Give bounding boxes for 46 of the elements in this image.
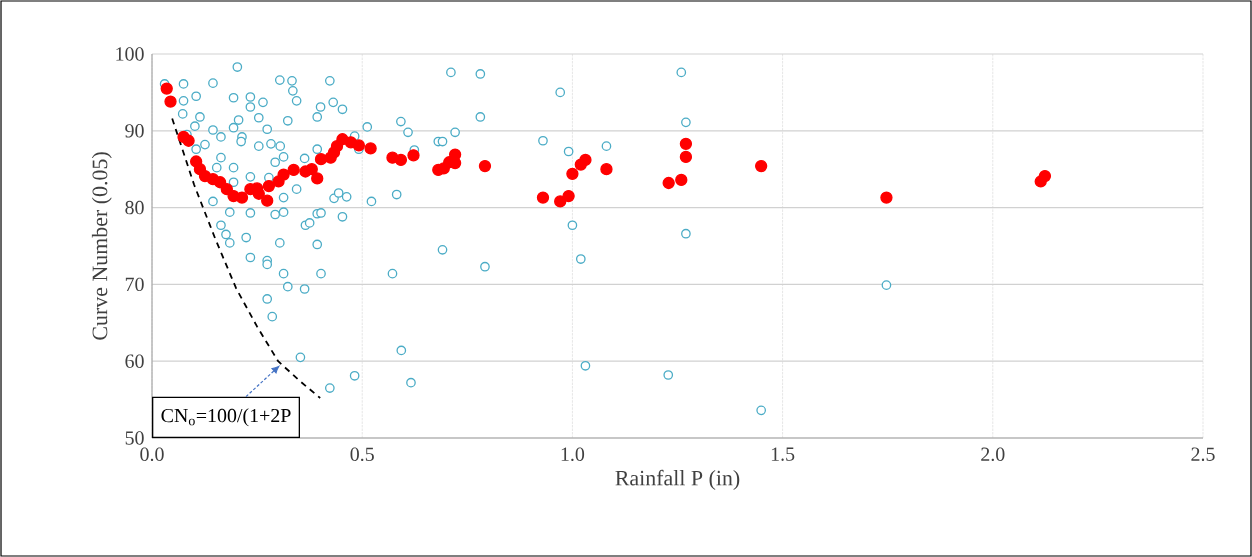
y-tick-label: 70 <box>125 277 144 292</box>
point <box>394 153 408 167</box>
x-axis-title: Rainfall P (in) <box>615 469 740 490</box>
x-tick-label: 1.0 <box>561 447 585 462</box>
line-series <box>171 117 322 399</box>
annotation: CN$_{o}$=100/(1+2P <box>161 408 291 427</box>
point <box>311 172 324 185</box>
point <box>160 82 173 95</box>
point <box>662 176 675 190</box>
point <box>566 167 579 180</box>
point <box>880 191 893 204</box>
y-tick-label: 90 <box>125 124 144 138</box>
point <box>600 163 613 176</box>
point <box>407 149 420 162</box>
y-axis-title: Curve Number (0.05) <box>91 152 112 340</box>
point <box>554 195 567 208</box>
y-tick-label: 100 <box>116 47 144 61</box>
point <box>277 168 290 181</box>
point <box>1038 169 1052 183</box>
point <box>261 194 274 207</box>
point <box>536 191 550 204</box>
x-tick-label: 1.5 <box>771 447 795 461</box>
point <box>675 173 688 187</box>
x-tick-label: 2.5 <box>1191 447 1215 461</box>
x-tick-label: 0.5 <box>350 447 374 462</box>
point <box>220 183 233 196</box>
point <box>235 191 249 204</box>
point <box>478 159 492 173</box>
point <box>364 142 377 155</box>
point <box>755 159 768 173</box>
y-tick-label: 80 <box>125 200 144 215</box>
point <box>352 139 365 152</box>
point <box>262 179 276 193</box>
y-tick-label: 60 <box>125 354 144 368</box>
x-tick-label: 0.0 <box>140 447 164 462</box>
point <box>182 134 195 147</box>
point <box>164 95 177 108</box>
x-tick-label: 2.0 <box>981 447 1005 462</box>
point <box>305 163 318 176</box>
point <box>314 153 328 166</box>
point <box>562 189 575 203</box>
point <box>579 153 592 167</box>
y-tick-label: 50 <box>125 431 144 445</box>
point <box>679 150 693 164</box>
point <box>679 137 693 150</box>
point <box>287 163 300 177</box>
